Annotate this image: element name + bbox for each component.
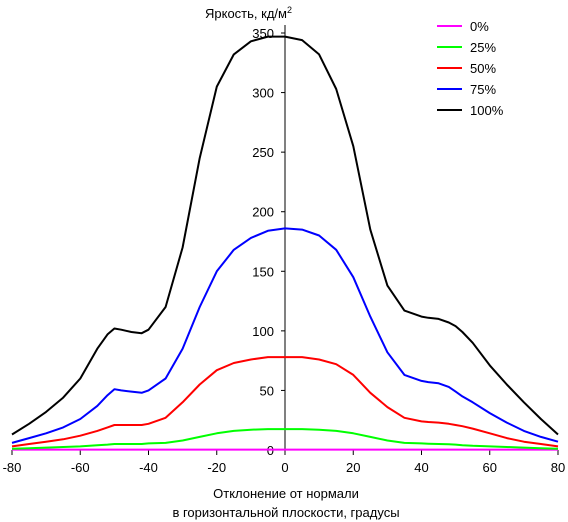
x-tick-label: -80 [3,460,22,475]
legend: 0% 25% 50% 75% 100% [437,19,504,118]
legend-label: 0% [470,19,489,34]
y-tick-label: 50 [260,383,274,398]
legend-label: 50% [470,61,496,76]
x-axis-ticks: -80 -60 -40 -20 0 20 40 60 80 [3,450,565,475]
y-tick-label: 100 [252,324,274,339]
legend-label: 25% [470,40,496,55]
x-axis-label-line1: Отклонение от нормали [213,486,359,501]
series-line-50pct [11,356,559,448]
x-axis-label-line2: в горизонтальной плоскости, градусы [172,505,399,520]
y-tick-label: 250 [252,145,274,160]
x-tick-label: -40 [139,460,158,475]
series-line-25pct [11,428,559,450]
series-line-75pct [11,227,559,444]
x-tick-label: 80 [551,460,565,475]
x-tick-label: -60 [71,460,90,475]
x-tick-label: 40 [414,460,428,475]
legend-label: 75% [470,82,496,97]
x-tick-label: -20 [207,460,226,475]
y-tick-label: 200 [252,205,274,220]
y-axis-label: Яркость, кд/м2 [205,5,292,21]
y-tick-label: 150 [252,264,274,279]
legend-label: 100% [470,103,504,118]
x-tick-label: 60 [483,460,497,475]
series-lines [11,35,559,451]
x-tick-label: 0 [281,460,288,475]
series-line-100pct [11,35,559,436]
x-tick-label: 20 [346,460,360,475]
y-tick-label: 300 [252,86,274,101]
